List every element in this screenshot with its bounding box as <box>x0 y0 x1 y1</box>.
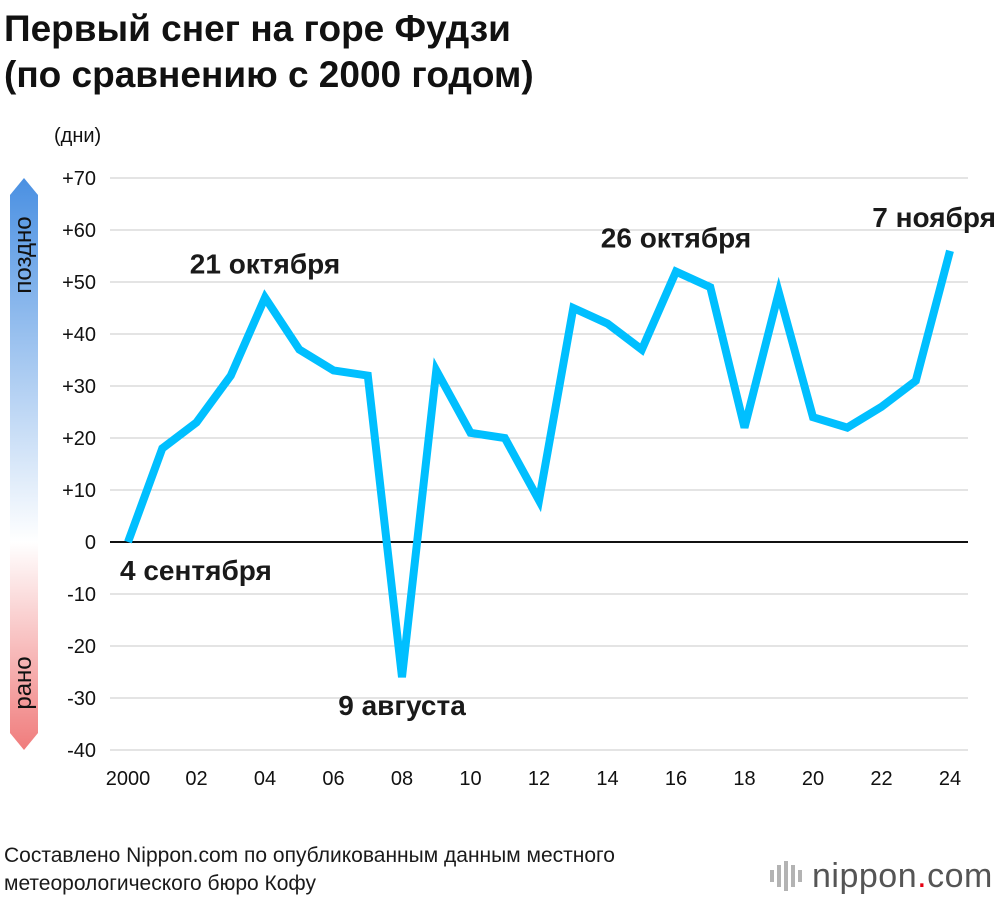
x-tick-label: 24 <box>939 768 961 790</box>
y-tick-label: -30 <box>67 688 96 710</box>
logo-tld: com <box>927 856 993 895</box>
source-note: Составлено Nippon.com по опубликованным … <box>4 842 615 898</box>
nippon-bars-icon <box>770 861 802 891</box>
x-tick-label: 18 <box>733 768 755 790</box>
y-axis-label: (дни) <box>54 125 101 147</box>
y-tick-label: +60 <box>62 220 96 242</box>
y-tick-label: +30 <box>62 376 96 398</box>
x-tick-label: 02 <box>185 768 207 790</box>
y-tick-label: +40 <box>62 324 96 346</box>
y-tick-label: +10 <box>62 480 96 502</box>
chart-title: Первый снег на горе Фудзи (по сравнению … <box>4 6 534 98</box>
annotation-label: 9 августа <box>338 690 466 721</box>
series-line <box>124 249 954 678</box>
y-tick-label: -10 <box>67 584 96 606</box>
annotation-label: 26 октября <box>601 223 751 254</box>
y-tick-label: 0 <box>85 532 96 554</box>
late-label: поздно <box>10 216 37 293</box>
x-tick-label: 04 <box>254 768 276 790</box>
x-tick-label: 2000 <box>106 768 151 790</box>
x-tick-label: 10 <box>459 768 481 790</box>
logo-dot: . <box>917 856 928 895</box>
chart-title-line2: (по сравнению с 2000 годом) <box>4 54 534 95</box>
x-tick-label: 14 <box>596 768 618 790</box>
x-tick-label: 06 <box>322 768 344 790</box>
nippon-logo: nippon.com <box>770 856 993 896</box>
logo-name: nippon <box>812 856 918 895</box>
annotation-label: 4 сентября <box>120 555 272 586</box>
y-tick-label: +50 <box>62 272 96 294</box>
x-tick-label: 22 <box>870 768 892 790</box>
y-tick-label: -20 <box>67 636 96 658</box>
source-note-line2: метеорологического бюро Кофу <box>4 872 316 895</box>
late-arrow <box>10 178 38 542</box>
chart-title-line1: Первый снег на горе Фудзи <box>4 8 511 49</box>
x-tick-label: 20 <box>802 768 824 790</box>
source-note-line1: Составлено Nippon.com по опубликованным … <box>4 844 615 867</box>
annotation-label: 21 октября <box>190 249 340 280</box>
early-label: рано <box>10 656 37 709</box>
y-tick-label: +70 <box>62 168 96 190</box>
x-tick-label: 16 <box>665 768 687 790</box>
y-tick-label: +20 <box>62 428 96 450</box>
early-arrow <box>10 542 38 750</box>
x-tick-label: 12 <box>528 768 550 790</box>
x-tick-label: 08 <box>391 768 413 790</box>
y-tick-label: -40 <box>67 740 96 762</box>
annotation-label: 7 ноября <box>872 202 996 233</box>
